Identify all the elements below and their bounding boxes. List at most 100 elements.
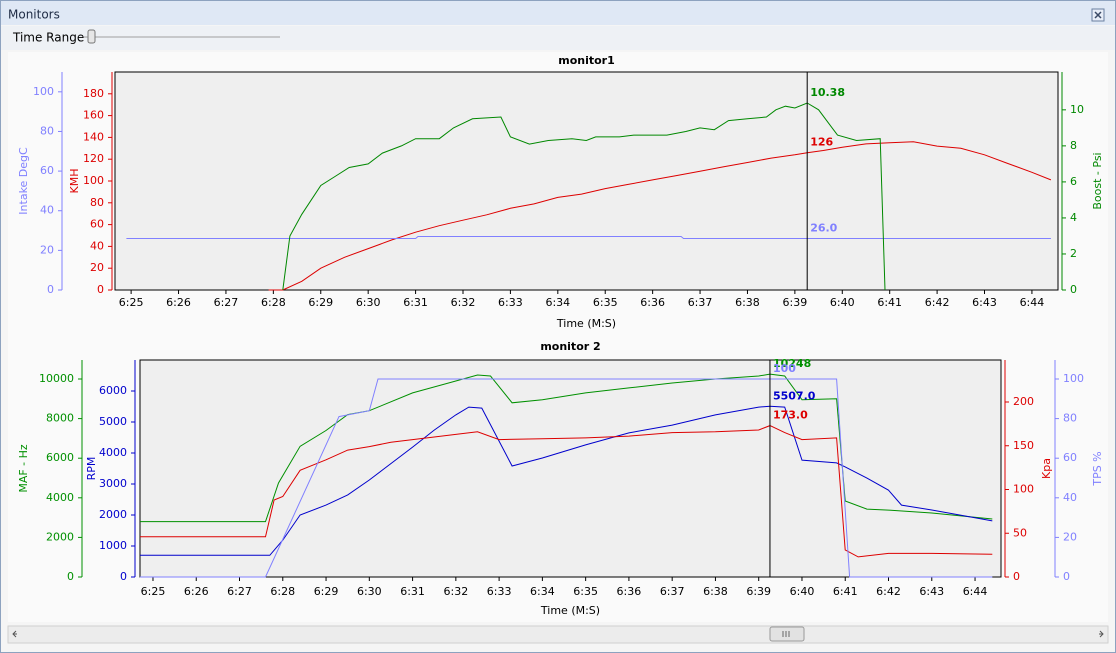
x-tick-label: 6:39 <box>746 585 771 598</box>
y-tick-label: 0 <box>67 570 74 583</box>
title-bar <box>1 1 1115 25</box>
x-tick-label: 6:33 <box>498 296 523 309</box>
y-tick-label: 80 <box>1063 412 1077 425</box>
y-tick-label: 0 <box>120 570 127 583</box>
x-axis-title: Time (M:S) <box>556 317 616 330</box>
x-tick-label: 6:40 <box>790 585 815 598</box>
y-tick-label: 0 <box>1063 570 1070 583</box>
window-title: Monitors <box>8 8 60 22</box>
x-tick-label: 6:32 <box>443 585 468 598</box>
x-tick-label: 6:37 <box>660 585 685 598</box>
cursor-value-label: 26.0 <box>810 221 837 234</box>
y-tick-label: 160 <box>83 109 104 122</box>
x-tick-label: 6:30 <box>357 585 382 598</box>
x-tick-label: 6:41 <box>833 585 858 598</box>
cursor-value-label: 5507.0 <box>773 389 816 402</box>
y-axis-title: Kpa <box>1040 458 1053 479</box>
series-line <box>268 141 1052 291</box>
x-tick-label: 6:42 <box>925 296 950 309</box>
y-tick-label: 60 <box>1063 451 1077 464</box>
x-tick-label: 6:40 <box>830 296 855 309</box>
plot-area <box>139 359 1002 578</box>
x-tick-label: 6:31 <box>403 296 428 309</box>
scroll-left[interactable] <box>12 630 17 638</box>
x-axis-title: Time (M:S) <box>540 604 600 617</box>
y-tick-label: 8 <box>1070 139 1077 152</box>
x-tick-label: 6:36 <box>640 296 665 309</box>
x-tick-label: 6:43 <box>919 585 944 598</box>
series-line <box>140 405 993 556</box>
y-tick-label: 80 <box>40 124 54 137</box>
y-axis-title: MAF - Hz <box>17 444 30 493</box>
y-axis-title: TPS % <box>1091 451 1104 486</box>
x-tick-label: 6:44 <box>963 585 988 598</box>
y-axis-title: RPM <box>85 457 98 481</box>
y-tick-label: 20 <box>90 261 104 274</box>
y-tick-label: 50 <box>1013 526 1027 539</box>
cursor-value-label: 126 <box>810 136 833 149</box>
y-tick-label: 0 <box>47 283 54 296</box>
y-tick-label: 40 <box>90 239 104 252</box>
y-tick-label: 0 <box>1013 570 1020 583</box>
scroll-right[interactable] <box>1099 630 1104 638</box>
cursor-value-label: 100 <box>773 362 796 375</box>
y-tick-label: 100 <box>1063 372 1084 385</box>
cursor-value-label: 10248 <box>773 357 811 370</box>
x-tick-label: 6:28 <box>261 296 286 309</box>
x-tick-label: 6:36 <box>617 585 642 598</box>
x-tick-label: 6:30 <box>356 296 381 309</box>
y-tick-label: 6000 <box>46 451 74 464</box>
y-axis-title: Boost - Psi <box>1091 152 1104 209</box>
x-tick-label: 6:43 <box>972 296 997 309</box>
x-tick-label: 6:27 <box>214 296 239 309</box>
chart-title: monitor1 <box>558 54 615 67</box>
y-tick-label: 180 <box>83 87 104 100</box>
x-tick-label: 6:35 <box>573 585 598 598</box>
x-tick-label: 6:35 <box>593 296 618 309</box>
x-tick-label: 6:41 <box>877 296 902 309</box>
y-tick-label: 1000 <box>99 539 127 552</box>
x-tick-label: 6:27 <box>227 585 252 598</box>
x-tick-label: 6:33 <box>487 585 512 598</box>
x-tick-label: 6:26 <box>166 296 191 309</box>
series-line <box>126 236 1051 239</box>
y-tick-label: 2 <box>1070 247 1077 260</box>
y-tick-label: 100 <box>33 85 54 98</box>
x-tick-label: 6:37 <box>688 296 713 309</box>
y-tick-label: 100 <box>83 174 104 187</box>
y-tick-label: 6 <box>1070 175 1077 188</box>
x-tick-label: 6:34 <box>530 585 555 598</box>
y-tick-label: 4000 <box>99 446 127 459</box>
x-tick-label: 6:39 <box>783 296 808 309</box>
cursor-value-label: 173.0 <box>773 409 808 422</box>
y-tick-label: 60 <box>90 218 104 231</box>
y-tick-label: 2000 <box>99 508 127 521</box>
y-tick-label: 8000 <box>46 412 74 425</box>
scrollbar[interactable] <box>7 625 1109 644</box>
y-tick-label: 40 <box>40 204 54 217</box>
scroll-grip <box>782 631 790 637</box>
cursor-value-label: 10.38 <box>810 86 845 99</box>
y-axis-title: KMH <box>68 169 81 194</box>
x-tick-label: 6:29 <box>314 585 339 598</box>
close-icon <box>1094 11 1102 19</box>
x-tick-label: 6:26 <box>184 585 209 598</box>
x-tick-label: 6:38 <box>735 296 760 309</box>
y-tick-label: 20 <box>40 243 54 256</box>
x-tick-label: 6:38 <box>703 585 728 598</box>
x-tick-label: 6:28 <box>270 585 295 598</box>
y-tick-label: 0 <box>97 283 104 296</box>
y-tick-label: 2000 <box>46 530 74 543</box>
y-tick-label: 150 <box>1013 439 1034 452</box>
scroll-thumb[interactable] <box>769 626 805 642</box>
chart-title: monitor 2 <box>540 340 600 353</box>
slider-thumb[interactable] <box>87 29 96 44</box>
x-tick-label: 6:29 <box>308 296 333 309</box>
y-tick-label: 20 <box>1063 530 1077 543</box>
y-tick-label: 120 <box>83 152 104 165</box>
series-line <box>282 102 886 291</box>
x-tick-label: 6:32 <box>451 296 476 309</box>
series-line <box>140 378 993 578</box>
x-tick-label: 6:25 <box>119 296 144 309</box>
x-tick-label: 6:31 <box>400 585 425 598</box>
